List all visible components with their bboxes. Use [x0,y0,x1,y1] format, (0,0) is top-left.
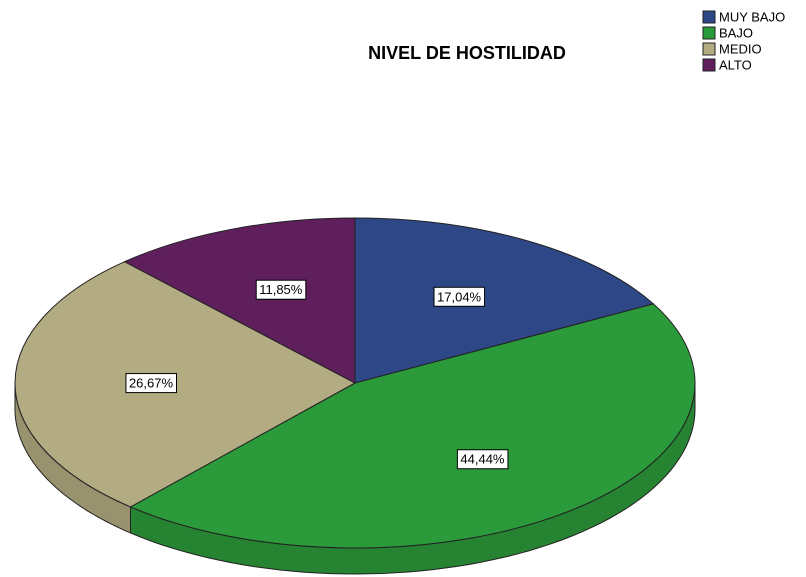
legend-swatch [702,10,716,24]
value-label-box [125,373,177,394]
value-label: 17,04% [437,289,482,304]
legend-swatch [702,42,716,56]
slice [354,217,655,384]
chart-title: NIVEL DE HOSTILIDAD [368,43,566,63]
value-label-group: 11,85% [255,279,307,300]
value-label-group: 17,04% [433,286,486,307]
legend-label: ALTO [719,57,752,72]
value-label-box [433,286,486,307]
value-label-box [255,279,307,300]
legend-swatch [702,26,716,40]
slice [129,303,696,549]
value-label: 26,67% [129,376,174,391]
slice [123,217,356,384]
slice [14,261,357,508]
legend-label: MUY BAJO [719,9,785,24]
value-label: 44,44% [460,452,505,467]
value-label-group: 44,44% [456,449,509,470]
value-label-group: 26,67% [125,373,177,394]
legend-label: MEDIO [719,41,762,56]
legend-swatch [702,58,716,72]
value-label: 11,85% [259,282,303,297]
legend-label: BAJO [719,25,753,40]
value-label-box [456,449,509,470]
